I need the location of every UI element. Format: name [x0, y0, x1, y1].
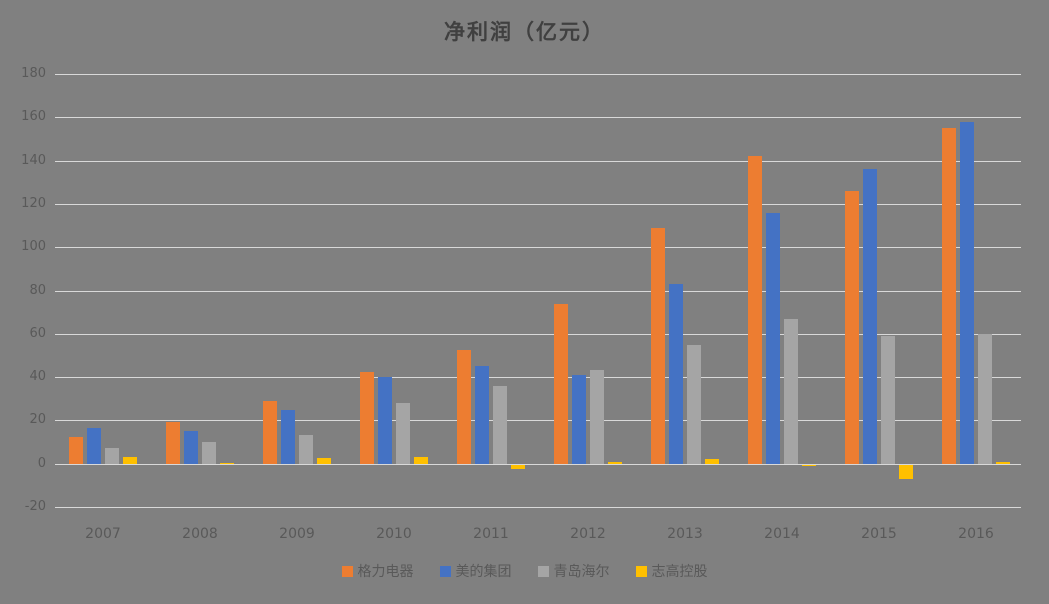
- bar-gree-2010: [359, 371, 375, 464]
- bar-midea-2011: [474, 366, 490, 464]
- bar-haier-2016: [977, 333, 993, 464]
- bar-haier-2008: [201, 442, 217, 464]
- bar-chigo-2015: [898, 464, 914, 479]
- legend-label-midea: 美的集团: [455, 564, 512, 580]
- legend-swatch-gree: [341, 565, 353, 577]
- gridline: [55, 333, 1021, 335]
- bar-chigo-2009: [316, 458, 332, 464]
- bar-haier-2009: [298, 434, 314, 464]
- bar-midea-2010: [377, 377, 393, 464]
- x-axis-tick-label: 2008: [182, 526, 218, 542]
- legend-item-haier: 青岛海尔: [537, 561, 610, 581]
- bar-midea-2013: [668, 284, 684, 464]
- bar-midea-2007: [86, 428, 102, 464]
- bar-chigo-2010: [413, 457, 429, 464]
- x-axis-tick-label: 2016: [958, 526, 994, 542]
- legend-swatch-midea: [439, 565, 451, 577]
- bar-chigo-2014: [801, 464, 817, 466]
- bar-chigo-2016: [995, 461, 1011, 464]
- legend-item-chigo: 志高控股: [635, 561, 708, 581]
- legend-item-midea: 美的集团: [439, 561, 512, 581]
- x-axis-tick-label: 2007: [85, 526, 121, 542]
- y-axis-tick-label: 60: [29, 325, 46, 341]
- bar-gree-2012: [553, 303, 569, 464]
- legend: 格力电器 美的集团 青岛海尔 志高控股: [0, 561, 1049, 581]
- bar-chigo-2012: [607, 461, 623, 464]
- bar-chigo-2007: [122, 457, 138, 464]
- y-axis-tick-label: 40: [29, 369, 46, 385]
- y-axis-tick-label: 160: [21, 109, 46, 125]
- bar-midea-2014: [765, 212, 781, 464]
- x-axis-tick-label: 2013: [667, 526, 703, 542]
- bar-gree-2008: [165, 421, 181, 464]
- bar-midea-2016: [959, 121, 975, 464]
- gridline: [55, 117, 1021, 119]
- bar-midea-2008: [183, 431, 199, 464]
- legend-swatch-chigo: [635, 565, 647, 577]
- gridline: [55, 74, 1021, 75]
- legend-label-gree: 格力电器: [357, 564, 414, 580]
- gridline: [55, 463, 1021, 465]
- gridline: [55, 420, 1021, 422]
- bar-gree-2009: [262, 400, 278, 464]
- gridline: [55, 160, 1021, 162]
- bar-midea-2012: [571, 374, 587, 464]
- y-axis-tick-label: 20: [29, 412, 46, 428]
- bar-gree-2007: [68, 436, 84, 464]
- y-axis-tick-label: 120: [21, 195, 46, 211]
- gridline: [55, 377, 1021, 379]
- bar-haier-2012: [589, 369, 605, 464]
- y-axis-tick-label: 180: [21, 66, 46, 81]
- bar-chigo-2008: [219, 462, 235, 464]
- bar-gree-2014: [747, 156, 763, 464]
- legend-swatch-haier: [537, 565, 549, 577]
- legend-label-chigo: 志高控股: [651, 564, 708, 580]
- x-axis-tick-label: 2011: [473, 526, 509, 542]
- bar-gree-2015: [844, 190, 860, 464]
- y-axis-tick-label: 80: [29, 282, 46, 298]
- bar-haier-2010: [395, 403, 411, 464]
- x-axis-tick-label: 2012: [570, 526, 606, 542]
- bar-gree-2011: [456, 350, 472, 464]
- gridline: [55, 247, 1021, 249]
- bar-haier-2007: [104, 447, 120, 464]
- bar-haier-2011: [492, 385, 508, 464]
- bar-gree-2013: [650, 227, 666, 464]
- y-axis-tick-label: 140: [21, 152, 46, 168]
- legend-label-haier: 青岛海尔: [553, 564, 610, 580]
- bar-midea-2009: [280, 409, 296, 464]
- gridline: [55, 290, 1021, 292]
- y-axis-tick-label: 0: [37, 455, 46, 471]
- gridline: [55, 203, 1021, 205]
- x-axis-tick-label: 2014: [764, 526, 800, 542]
- gridline: [55, 507, 1021, 508]
- x-axis-tick-label: 2009: [279, 526, 315, 542]
- x-axis-tick-label: 2010: [376, 526, 412, 542]
- bar-haier-2013: [686, 344, 702, 464]
- bar-gree-2016: [941, 128, 957, 464]
- bar-haier-2015: [880, 336, 896, 464]
- x-axis-tick-label: 2015: [861, 526, 897, 542]
- legend-item-gree: 格力电器: [341, 561, 414, 581]
- bar-chigo-2011: [510, 464, 526, 469]
- bar-midea-2015: [862, 169, 878, 464]
- y-axis-tick-label: 100: [21, 239, 46, 255]
- bar-chigo-2013: [704, 459, 720, 464]
- y-axis-tick-label: -20: [24, 499, 46, 514]
- chart-title: 净利润（亿元）: [444, 20, 605, 44]
- bar-haier-2014: [783, 318, 799, 464]
